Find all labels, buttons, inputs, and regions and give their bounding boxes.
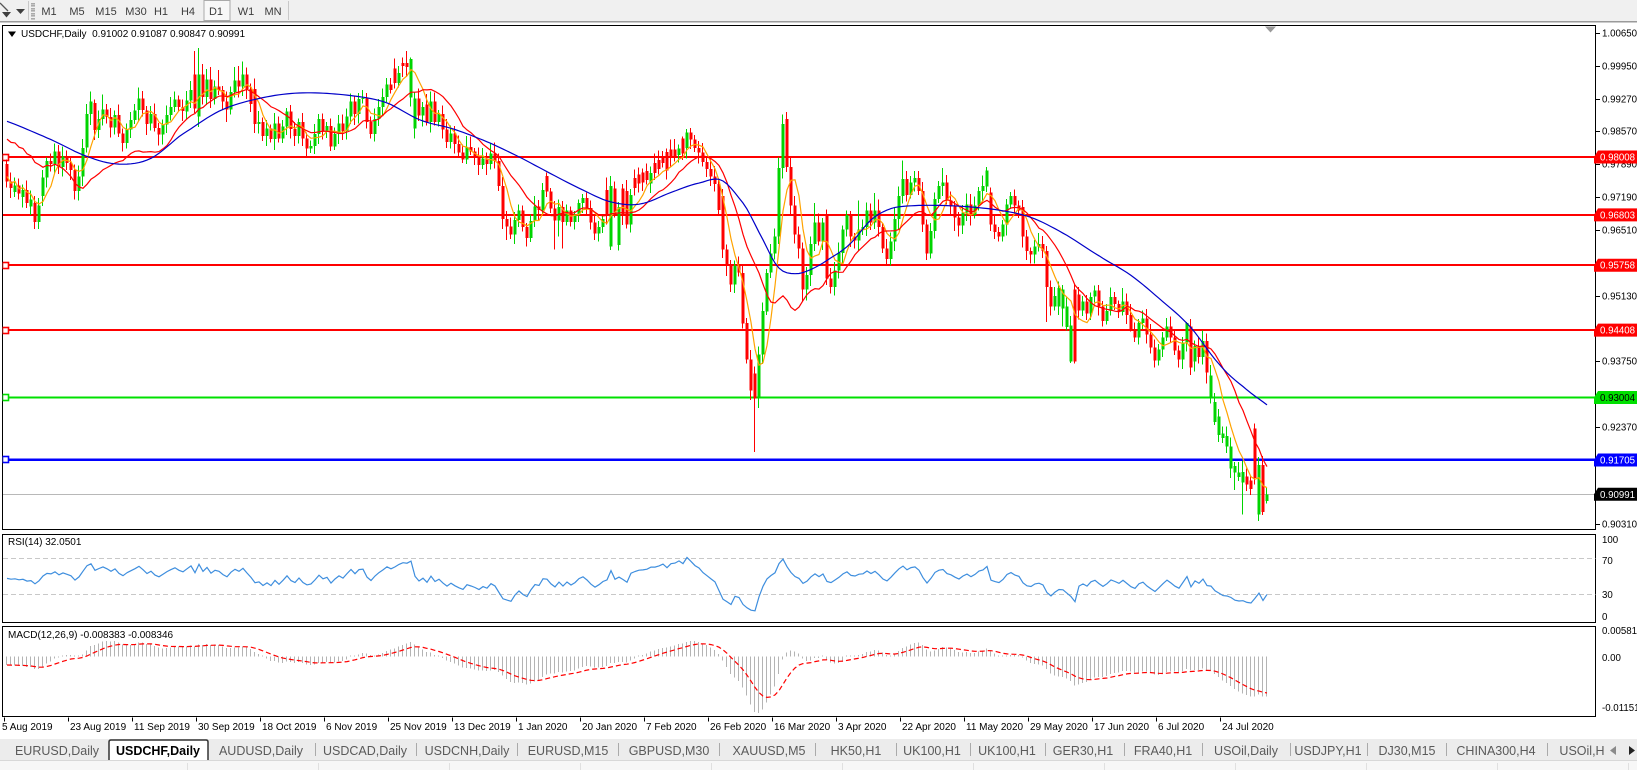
- svg-text:0.96803: 0.96803: [1600, 210, 1635, 221]
- svg-text:0.90310: 0.90310: [1602, 520, 1637, 531]
- svg-text:USDCHF,Daily 0.91002 0.91087: USDCHF,Daily 0.91002 0.91087 0.90847 0.9…: [21, 29, 245, 40]
- svg-text:CHINA300,H4: CHINA300,H4: [1456, 744, 1535, 758]
- svg-text:AUDUSD,Daily: AUDUSD,Daily: [219, 744, 304, 758]
- svg-text:70: 70: [1602, 556, 1613, 567]
- svg-text:11 May 2020: 11 May 2020: [966, 722, 1024, 733]
- svg-text:29 May 2020: 29 May 2020: [1030, 722, 1088, 733]
- svg-text:0.95130: 0.95130: [1602, 292, 1637, 303]
- svg-text:USDCHF,Daily: USDCHF,Daily: [116, 744, 200, 758]
- svg-text:5 Aug 2019: 5 Aug 2019: [2, 722, 53, 733]
- svg-text:D1: D1: [209, 6, 223, 18]
- svg-text:3 Apr 2020: 3 Apr 2020: [838, 722, 887, 733]
- svg-text:0.91705: 0.91705: [1600, 456, 1635, 467]
- svg-text:0.90991: 0.90991: [1600, 490, 1635, 501]
- svg-text:0.005818: 0.005818: [1602, 626, 1637, 637]
- svg-text:GBPUSD,M30: GBPUSD,M30: [629, 744, 710, 758]
- svg-text:EURUSD,Daily: EURUSD,Daily: [15, 744, 100, 758]
- svg-text:0.99270: 0.99270: [1602, 95, 1637, 106]
- svg-text:1.00650: 1.00650: [1602, 29, 1637, 40]
- svg-text:100: 100: [1602, 535, 1619, 546]
- svg-text:M30: M30: [125, 6, 146, 18]
- svg-text:0.93750: 0.93750: [1602, 357, 1637, 368]
- svg-text:0: 0: [1602, 612, 1608, 623]
- svg-text:24 Jul 2020: 24 Jul 2020: [1222, 722, 1274, 733]
- svg-text:H1: H1: [154, 6, 168, 18]
- svg-text:30 Sep 2019: 30 Sep 2019: [198, 722, 255, 733]
- svg-text:FRA40,H1: FRA40,H1: [1134, 744, 1192, 758]
- svg-text:13 Dec 2019: 13 Dec 2019: [454, 722, 511, 733]
- svg-text:6 Nov 2019: 6 Nov 2019: [326, 722, 378, 733]
- svg-text:16 Mar 2020: 16 Mar 2020: [774, 722, 831, 733]
- svg-text:0.97190: 0.97190: [1602, 193, 1637, 204]
- svg-text:W1: W1: [238, 6, 255, 18]
- svg-text:26 Feb 2020: 26 Feb 2020: [710, 722, 767, 733]
- svg-text:M1: M1: [41, 6, 56, 18]
- svg-text:USOil,Daily: USOil,Daily: [1214, 744, 1279, 758]
- svg-text:17 Jun 2020: 17 Jun 2020: [1094, 722, 1149, 733]
- svg-text:USDCAD,Daily: USDCAD,Daily: [323, 744, 408, 758]
- svg-text:0.92370: 0.92370: [1602, 423, 1637, 434]
- svg-text:30: 30: [1602, 590, 1613, 601]
- svg-text:USOil,H: USOil,H: [1559, 744, 1604, 758]
- svg-text:18 Oct 2019: 18 Oct 2019: [262, 722, 317, 733]
- svg-text:UK100,H1: UK100,H1: [903, 744, 961, 758]
- svg-text:0.95758: 0.95758: [1600, 261, 1635, 272]
- svg-text:XAUUSD,M5: XAUUSD,M5: [733, 744, 806, 758]
- svg-text:25 Nov 2019: 25 Nov 2019: [390, 722, 447, 733]
- svg-text:M5: M5: [69, 6, 84, 18]
- svg-text:22 Apr 2020: 22 Apr 2020: [902, 722, 956, 733]
- svg-text:M15: M15: [95, 6, 116, 18]
- svg-text:RSI(14) 32.0501: RSI(14) 32.0501: [8, 537, 82, 548]
- svg-text:MACD(12,26,9) -0.008383 -0.008: MACD(12,26,9) -0.008383 -0.008346: [8, 630, 174, 641]
- svg-text:USDCNH,Daily: USDCNH,Daily: [425, 744, 510, 758]
- svg-text:7 Feb 2020: 7 Feb 2020: [646, 722, 697, 733]
- svg-text:1 Jan 2020: 1 Jan 2020: [518, 722, 568, 733]
- svg-text:0.94408: 0.94408: [1600, 326, 1635, 337]
- svg-text:USDJPY,H1: USDJPY,H1: [1294, 744, 1361, 758]
- svg-text:MN: MN: [264, 6, 281, 18]
- svg-text:11 Sep 2019: 11 Sep 2019: [134, 722, 190, 733]
- svg-text:0.00: 0.00: [1602, 653, 1621, 664]
- svg-text:DJ30,M15: DJ30,M15: [1379, 744, 1436, 758]
- svg-text:0.96510: 0.96510: [1602, 226, 1637, 237]
- svg-text:-0.011514: -0.011514: [1602, 703, 1637, 714]
- svg-text:0.98570: 0.98570: [1602, 127, 1637, 138]
- svg-text:GER30,H1: GER30,H1: [1053, 744, 1113, 758]
- svg-text:HK50,H1: HK50,H1: [831, 744, 882, 758]
- svg-text:0.99950: 0.99950: [1602, 62, 1637, 73]
- svg-text:0.98008: 0.98008: [1600, 153, 1635, 164]
- svg-text:0.97890: 0.97890: [1602, 160, 1637, 171]
- svg-text:EURUSD,M15: EURUSD,M15: [528, 744, 609, 758]
- svg-text:6 Jul 2020: 6 Jul 2020: [1158, 722, 1205, 733]
- svg-text:0.93004: 0.93004: [1600, 393, 1636, 404]
- svg-text:UK100,H1: UK100,H1: [978, 744, 1036, 758]
- svg-text:20 Jan 2020: 20 Jan 2020: [582, 722, 637, 733]
- svg-text:23 Aug 2019: 23 Aug 2019: [70, 722, 127, 733]
- svg-text:H4: H4: [181, 6, 195, 18]
